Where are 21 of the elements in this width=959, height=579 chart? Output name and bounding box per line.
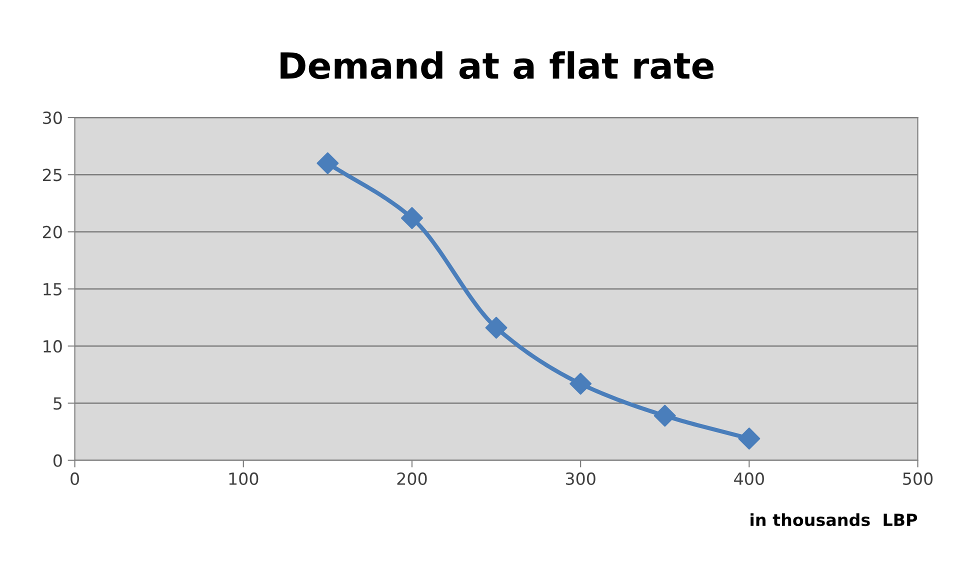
- y-tick-label: 30: [43, 112, 62, 124]
- y-tick-label: 15: [44, 283, 62, 296]
- point: [654, 404, 676, 427]
- x-axis-title: in thousands LBP: [750, 513, 918, 526]
- x-tick-label: 0: [70, 472, 79, 486]
- y-tick-label: 10: [44, 340, 62, 353]
- x-tick-label: 300: [566, 472, 596, 486]
- x-tick-label: 200: [397, 472, 427, 486]
- point: [570, 372, 592, 395]
- x-tick-label: 100: [229, 472, 258, 486]
- point: [400, 207, 423, 230]
- y-tick-label: 5: [54, 397, 62, 410]
- y-tick-label: 25: [43, 168, 62, 182]
- point: [485, 316, 508, 339]
- point: [738, 428, 760, 450]
- x-tick-label: 500: [903, 472, 933, 486]
- x-tick-label: 400: [734, 472, 764, 486]
- point: [316, 152, 339, 174]
- chart-title: Demand at a flat rate: [280, 51, 714, 80]
- y-tick-label: 20: [43, 226, 62, 238]
- y-tick-label: 0: [53, 454, 62, 467]
